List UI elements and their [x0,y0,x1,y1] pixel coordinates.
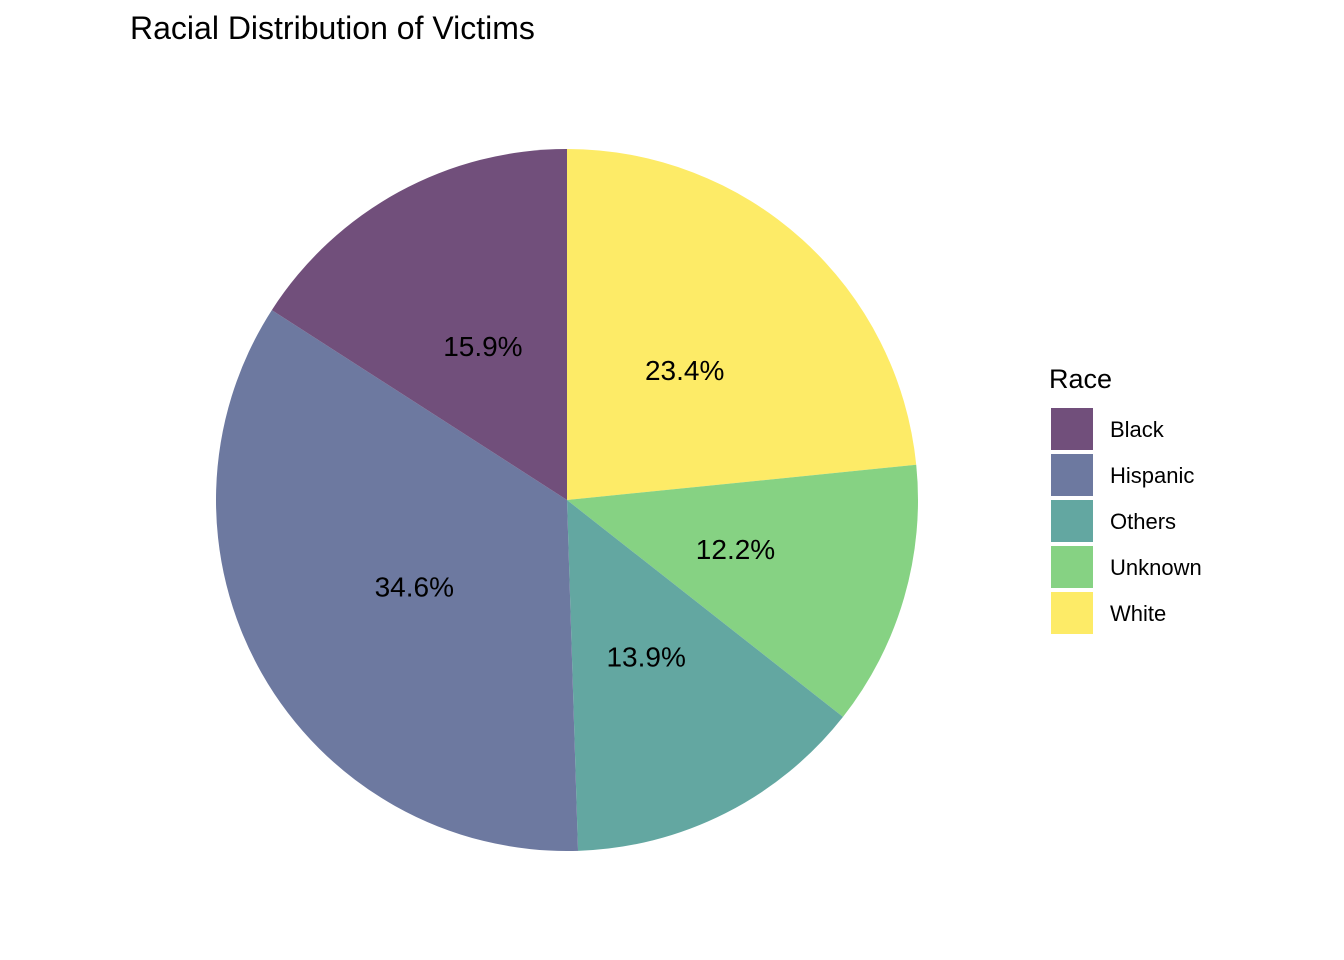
legend-label-black: Black [1110,417,1165,442]
pie-slice-unknown [567,464,919,717]
legend-label-others: Others [1110,509,1176,534]
pie-slice-hispanic [216,310,579,852]
pie-slice-black [271,149,567,500]
slice-label-hispanic: 34.6% [375,572,454,603]
legend-swatch-hispanic [1051,454,1093,496]
slice-label-black: 15.9% [443,331,522,362]
slice-label-unknown: 12.2% [696,534,775,565]
pie-slice-white [567,149,917,500]
slice-label-others: 13.9% [606,642,685,673]
chart-title: Racial Distribution of Victims [130,10,535,46]
legend-swatch-others [1051,500,1093,542]
legend-label-white: White [1110,601,1166,626]
slice-labels: 23.4% 12.2% 13.9% 34.6% 15.9% [375,331,776,673]
legend-title: Race [1049,364,1112,394]
slice-label-white: 23.4% [645,355,724,386]
legend-swatch-white [1051,592,1093,634]
legend-label-unknown: Unknown [1110,555,1202,580]
pie-slices [216,149,919,852]
legend-swatch-black [1051,408,1093,450]
legend-label-hispanic: Hispanic [1110,463,1194,488]
legend: Race Black Hispanic Others Unknown White [1049,364,1202,634]
pie-slice-others [567,500,843,851]
legend-swatch-unknown [1051,546,1093,588]
